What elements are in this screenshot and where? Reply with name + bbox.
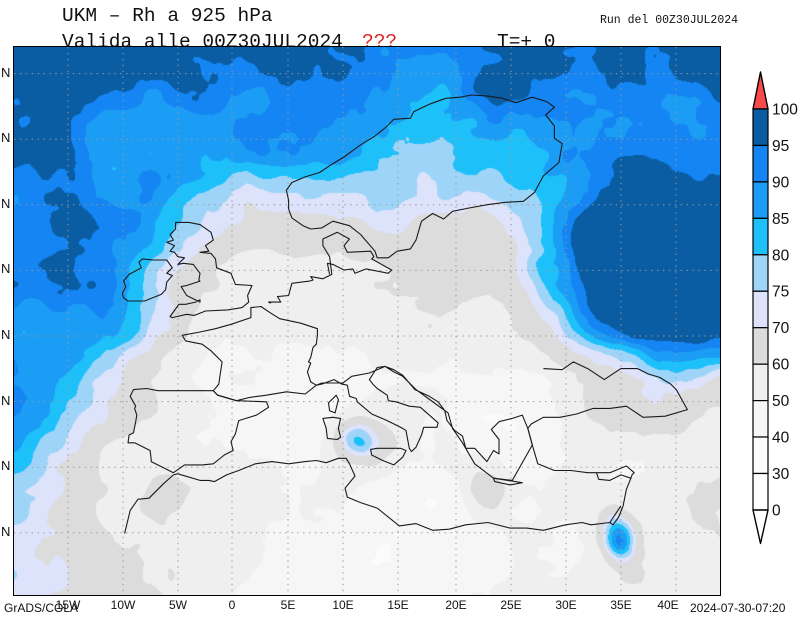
svg-text:100: 100 [772, 102, 798, 119]
svg-text:95: 95 [772, 138, 789, 155]
svg-text:75: 75 [772, 284, 789, 301]
svg-text:90: 90 [772, 174, 790, 191]
svg-text:40: 40 [772, 430, 790, 447]
svg-text:85: 85 [772, 211, 789, 228]
svg-text:80: 80 [772, 247, 790, 264]
svg-text:60: 60 [772, 357, 790, 374]
svg-text:50: 50 [772, 393, 790, 410]
svg-text:30: 30 [772, 466, 790, 483]
svg-text:70: 70 [772, 320, 790, 337]
svg-text:0: 0 [772, 502, 781, 519]
